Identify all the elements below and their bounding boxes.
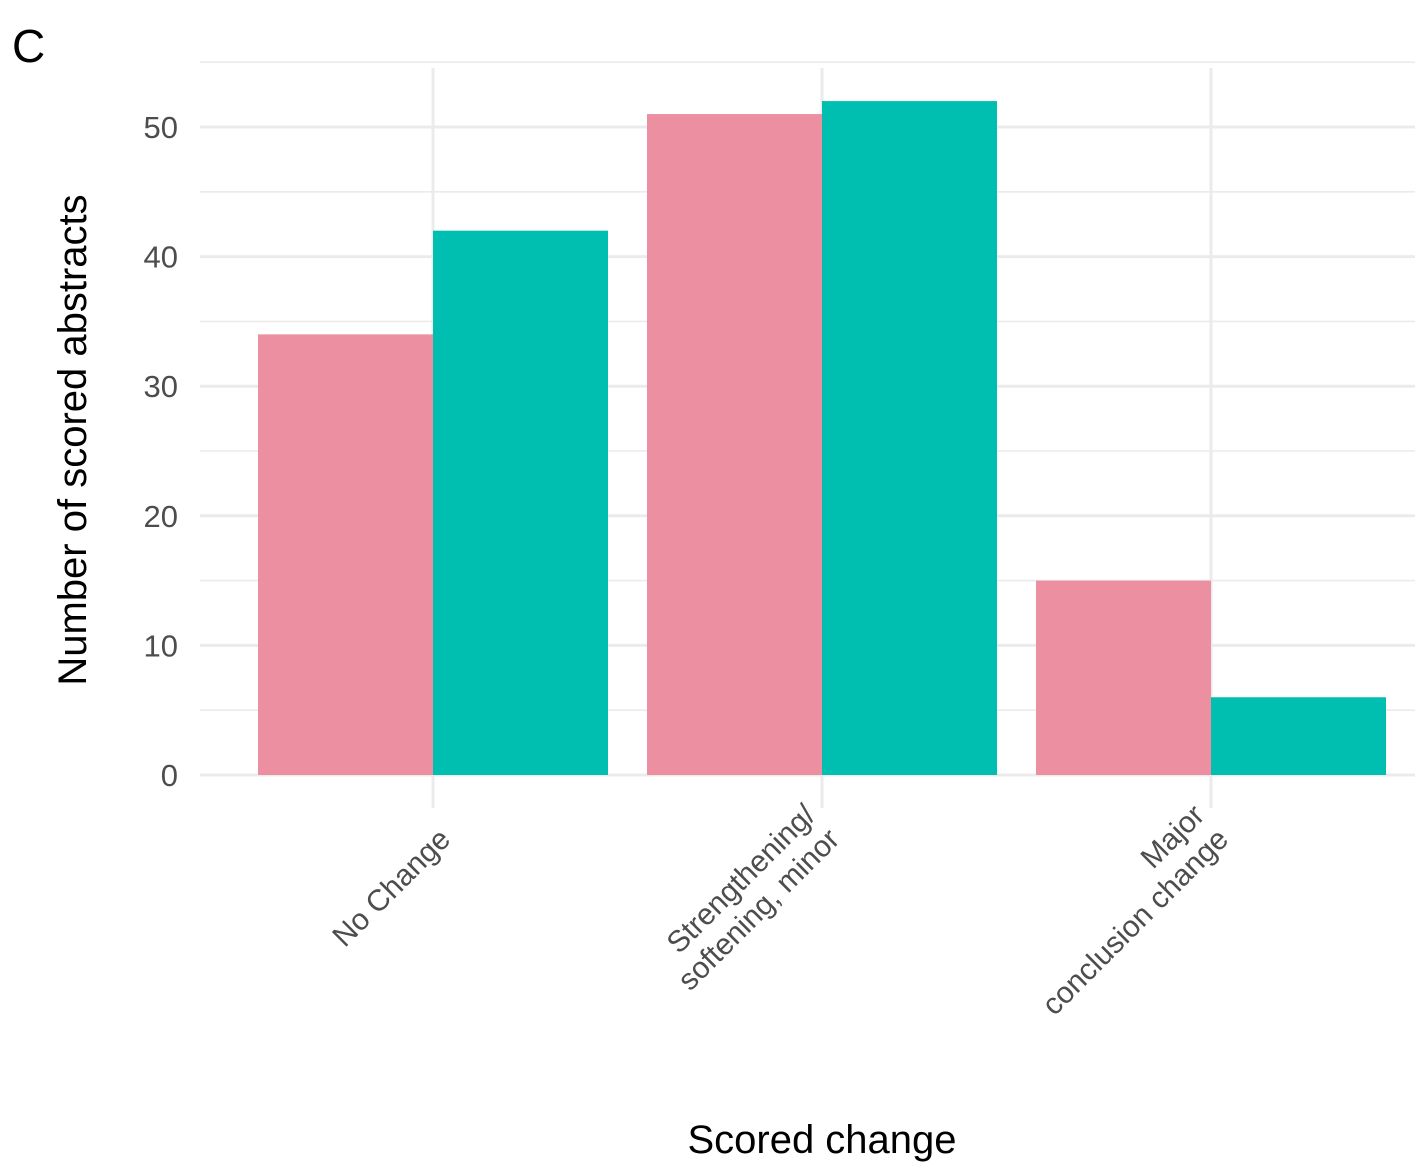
x-tick-label: Strengthening/softening, minor	[648, 798, 847, 997]
x-tick-label: No Change	[326, 823, 457, 954]
x-axis-ticks: No Change Strengthening/softening, minor M…	[326, 798, 1235, 1022]
y-tick-label: 40	[144, 240, 178, 275]
y-axis-ticks: 0 10 20 30 40 50	[144, 110, 178, 793]
y-tick-label: 20	[144, 499, 178, 534]
y-axis-title: Number of scored abstracts	[51, 194, 95, 685]
bar-series-1-2	[1036, 580, 1211, 775]
bar-series-1-0	[258, 334, 433, 775]
panel-label: C	[12, 20, 45, 72]
y-tick-label: 30	[144, 369, 178, 404]
y-tick-label: 50	[144, 110, 178, 145]
y-tick-label: 0	[161, 758, 178, 793]
bar-series-2-2	[1211, 697, 1386, 775]
x-axis-title: Scored change	[687, 1118, 956, 1162]
bar-series-2-0	[433, 230, 608, 775]
x-tick-label: Majorconclusion change	[1012, 799, 1235, 1022]
y-tick-label: 10	[144, 628, 178, 663]
bar-series-2-1	[822, 101, 997, 775]
bars	[258, 101, 1386, 776]
bar-series-1-1	[647, 114, 822, 776]
